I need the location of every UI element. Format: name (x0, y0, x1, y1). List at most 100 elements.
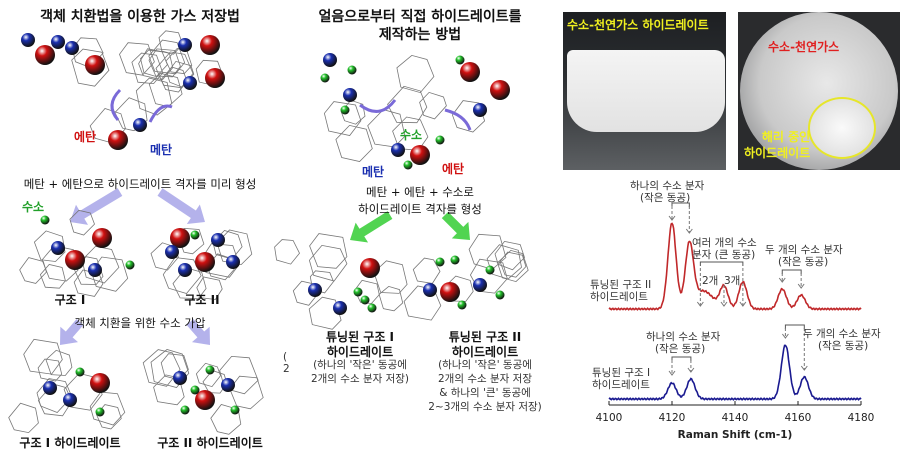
down-arrow-icon (720, 301, 728, 307)
tuned1-desc-line2: 2개의 수소 분자 저장) (310, 373, 410, 385)
photo1-caption: 수소-천연가스 하이드레이트 (567, 18, 709, 32)
tuned2-title-line2: 하이드레이트 (451, 345, 519, 359)
red-one-h2-line2: (작은 동공) (640, 192, 691, 204)
hydrate-cage (469, 258, 508, 294)
hydrogen-molecule (353, 287, 363, 297)
hydrogen-molecule (360, 295, 370, 305)
structure2-label: 구조 II (184, 293, 220, 307)
methane-molecule (173, 371, 187, 385)
annotation-bracket (784, 324, 805, 329)
hydrate-cage (23, 338, 63, 375)
hydrogen-label: 수소 (22, 200, 45, 214)
x-tick-label: 4180 (847, 412, 875, 424)
hydrate-cage (229, 375, 264, 410)
hydrate-cage (309, 233, 348, 269)
photo2-circle-caption-line2: 하이드레이트 (744, 146, 811, 160)
red-multi-line2: 분자 (큰 동공) (692, 249, 756, 261)
middle-caption-line2: 하이드레이트 격자를 형성 (358, 202, 482, 216)
down-arrow-icon (685, 228, 693, 234)
methane-molecule (333, 301, 347, 315)
ethane-label: 에탄 (74, 130, 97, 144)
step1-caption: 메탄 + 에탄으로 하이드레이트 격자를 미리 형성 (23, 177, 257, 191)
hydrate-cage (323, 101, 362, 136)
down-arrow-icon (668, 370, 676, 376)
methane-molecule (165, 245, 179, 259)
red-series-label-line1: 튜닝된 구조 II (590, 279, 652, 291)
hydrate-cage (494, 240, 525, 271)
hydrate-cage (119, 42, 155, 76)
spectrum-line-structure2 (608, 222, 862, 311)
curved-arrow-icon (359, 99, 397, 113)
annotation-bracket (781, 269, 802, 274)
blue-series-label-line2: 하이드레이트 (592, 379, 650, 391)
hydrate-cage (378, 285, 404, 312)
hydrate-cage (33, 230, 66, 262)
ethane-molecule (108, 130, 128, 150)
hydrogen-molecule (485, 265, 495, 275)
ethane-molecule (195, 252, 215, 272)
hydrate-cage (71, 48, 110, 87)
hydrate-cage (451, 100, 486, 133)
down-arrow-icon (778, 277, 786, 283)
hydrate-cage (499, 251, 527, 278)
down-arrow-icon (696, 301, 704, 307)
middle-ethane-label: 에탄 (442, 162, 465, 176)
ethane-molecule (205, 68, 225, 88)
methane-molecule (226, 255, 240, 269)
ethane-molecule (92, 228, 112, 248)
ethane-molecule (195, 390, 215, 410)
hydrogen-molecule (457, 300, 467, 310)
hydrate-cage (202, 370, 228, 394)
hydrate-cage (142, 349, 181, 387)
hydrogen-molecule (190, 385, 200, 395)
annotation-bracket (671, 202, 690, 207)
ethane-molecule (490, 80, 510, 100)
hydrate-cage (69, 209, 95, 236)
hydrate-cage (196, 276, 223, 300)
ethane-molecule (35, 45, 55, 65)
down-arrow-icon (668, 215, 676, 221)
x-tick-label: 4160 (784, 412, 812, 424)
step2-caption: 객체 치환을 위한 수소 가압 (74, 316, 206, 330)
hydrate-cage (135, 77, 173, 116)
hydrate-cage (150, 349, 190, 388)
hydrogen-molecule (403, 160, 413, 170)
hydrogen-molecule (190, 230, 200, 240)
curved-arrow-icon (148, 104, 173, 123)
photo2-caption: 수소-천연가스 (768, 40, 840, 54)
tuned2-desc-line3: & 하나의 '큰' 동공에 (439, 387, 531, 399)
x-tick-label: 4120 (658, 412, 686, 424)
hydrate-cage (155, 51, 194, 89)
methane-molecule (21, 33, 35, 47)
hydrogen-molecule (435, 257, 445, 267)
down-arrow-icon (70, 188, 123, 225)
methane-molecule (178, 38, 192, 52)
ethane-molecule (90, 373, 110, 393)
down-arrow-icon (60, 319, 84, 345)
dissociating-circle (808, 97, 876, 159)
left-title: 객체 치환법을 이용한 가스 저장법 (40, 9, 240, 25)
tuned2-title-line1: 튜닝된 구조 II (448, 330, 522, 344)
annotation-bracket (699, 261, 744, 266)
methane-molecule (133, 118, 147, 132)
hydrate-block (567, 50, 725, 132)
hydrogen-molecule (125, 260, 135, 270)
tuned2-desc-line1: (하나의 '작은' 동공에 (438, 359, 532, 371)
hydrogen-molecule (367, 303, 377, 313)
tuned1-desc-line1: (하나의 '작은' 동공에 (313, 359, 407, 371)
hydrate-cage (335, 124, 373, 162)
annotation-bracket (671, 356, 692, 361)
red-two-h2-line2: (작은 동공) (778, 256, 829, 268)
hydrate-cage (219, 355, 259, 395)
methane-molecule (211, 233, 225, 247)
hydrate-cage (45, 349, 73, 376)
hydrogen-molecule (75, 367, 85, 377)
methane-molecule (65, 41, 79, 55)
x-tick-label: 4100 (595, 412, 623, 424)
hydrate-cage (412, 257, 441, 284)
methane-molecule (473, 103, 487, 117)
middle-hydrogen-label: 수소 (400, 128, 423, 142)
ethane-molecule (360, 258, 380, 278)
